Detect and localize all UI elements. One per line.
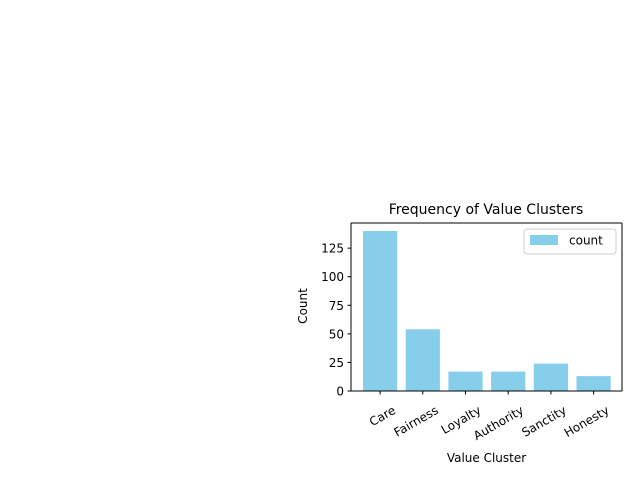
x-tick-label: Fairness xyxy=(392,403,441,439)
y-tick-label: 100 xyxy=(321,270,344,284)
bar-honesty xyxy=(576,376,611,391)
legend-label: count xyxy=(569,234,603,248)
chart-title: Frequency of Value Clusters xyxy=(389,202,584,218)
x-axis-label: Value Cluster xyxy=(447,451,526,465)
bar-sanctity xyxy=(533,363,568,391)
bar-authority xyxy=(491,371,526,391)
axes-frame xyxy=(350,222,623,392)
bar-loyalty xyxy=(448,371,483,391)
legend: count xyxy=(523,228,617,255)
legend-swatch xyxy=(530,235,558,245)
y-tick-label: 25 xyxy=(329,356,344,370)
y-tick-label: 50 xyxy=(329,327,344,341)
x-tick-label: Honesty xyxy=(562,403,612,440)
y-axis-label: Count xyxy=(296,288,310,324)
bar-care xyxy=(363,231,398,391)
y-tick-label: 125 xyxy=(321,242,344,256)
bar-fairness xyxy=(405,329,440,391)
bars-layer xyxy=(363,231,611,391)
y-ticks: 0 25 50 75 100 125 xyxy=(321,242,351,399)
y-tick-label: 0 xyxy=(336,385,344,399)
x-ticks: CareFairnessLoyaltyAuthoritySanctityHone… xyxy=(367,391,612,443)
y-tick-label: 75 xyxy=(329,299,344,313)
x-tick-label: Care xyxy=(367,403,398,429)
x-tick-label: Sanctity xyxy=(519,403,568,440)
